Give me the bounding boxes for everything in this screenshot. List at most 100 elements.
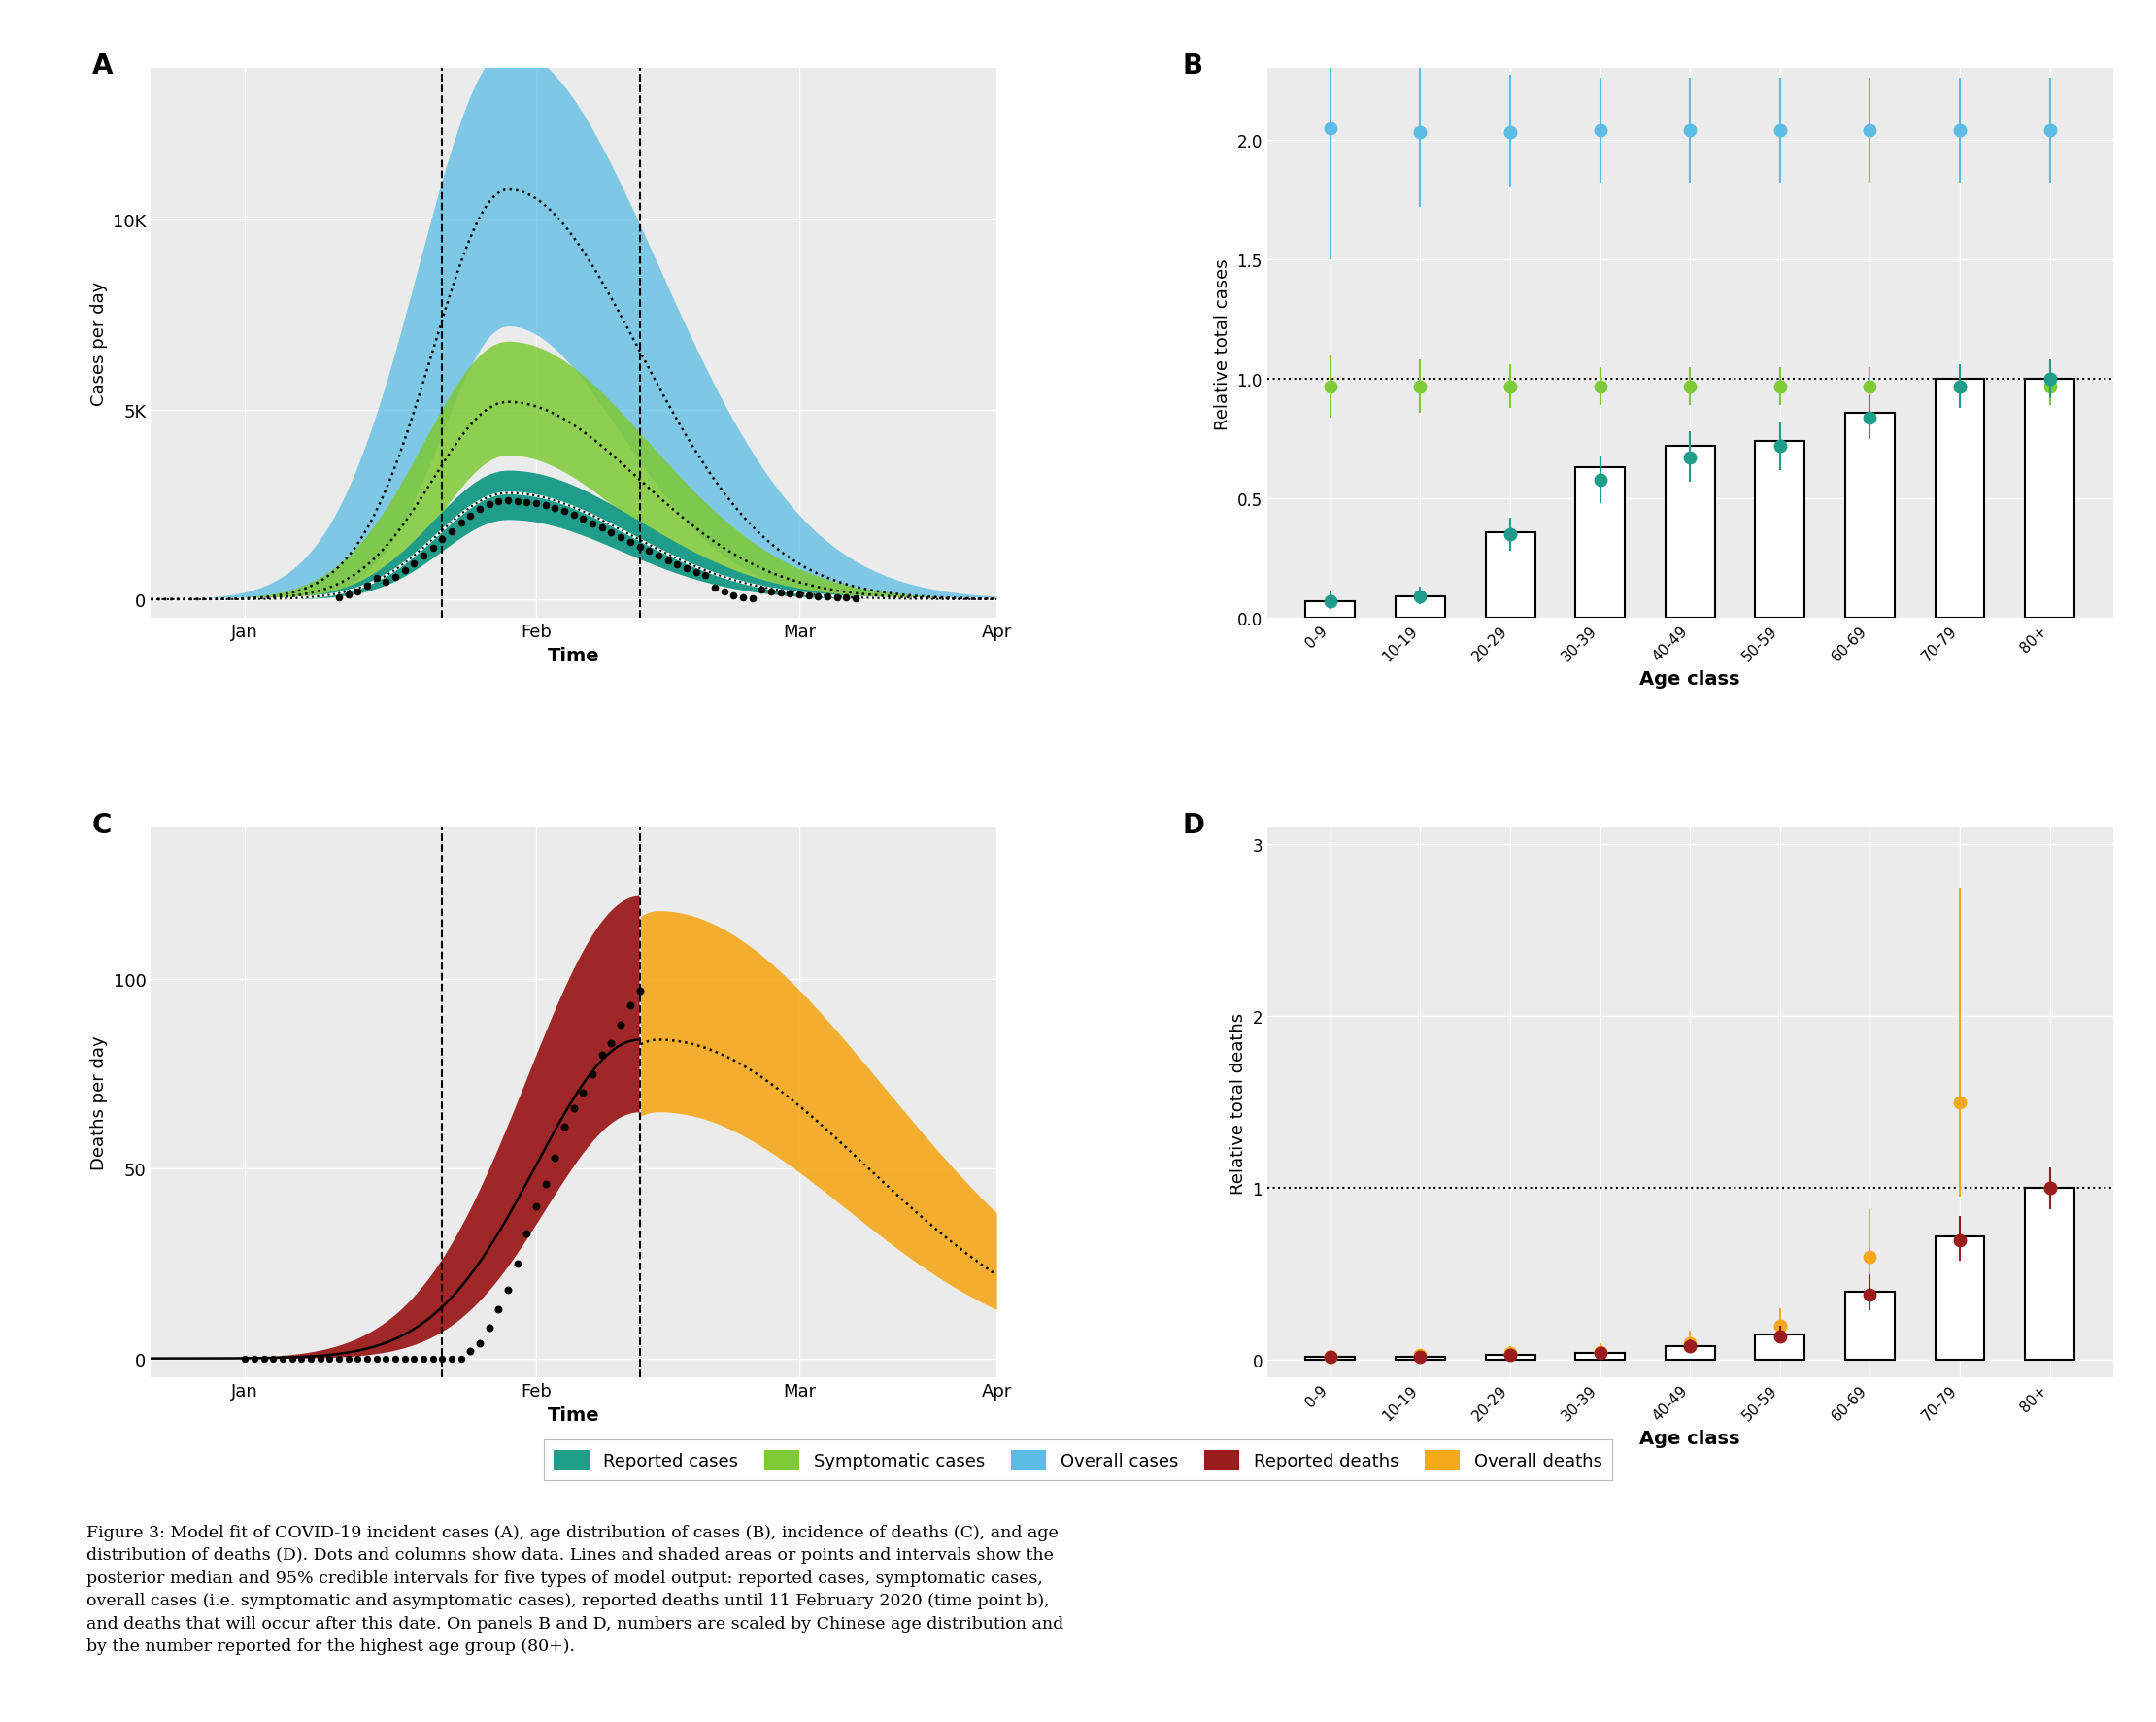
Point — [612, 529, 647, 556]
Point — [783, 582, 817, 610]
Text: B: B — [1184, 52, 1203, 79]
Point — [388, 558, 423, 585]
Point — [623, 976, 658, 1004]
Point — [537, 1143, 571, 1171]
Point — [688, 561, 722, 589]
Bar — [1755, 1335, 1805, 1360]
Point — [397, 551, 431, 579]
Point — [632, 537, 666, 565]
Text: Figure 3: Model fit of COVID-19 incident cases (A), age distribution of cases (B: Figure 3: Model fit of COVID-19 incident… — [86, 1524, 1063, 1655]
Point — [548, 498, 582, 525]
Point — [520, 1193, 554, 1221]
Point — [727, 584, 761, 611]
Point — [548, 1114, 582, 1142]
Point — [453, 503, 487, 530]
Bar — [1664, 446, 1714, 618]
Point — [425, 1345, 459, 1372]
Point — [800, 584, 834, 611]
Point — [416, 536, 451, 563]
Point — [565, 506, 599, 534]
Point — [302, 1345, 336, 1372]
Bar — [1936, 1236, 1984, 1360]
Point — [237, 1345, 272, 1372]
Point — [640, 542, 675, 570]
Point — [696, 575, 731, 603]
X-axis label: Time: Time — [548, 646, 599, 665]
Point — [377, 563, 412, 591]
Point — [623, 534, 658, 561]
Bar — [1395, 1357, 1445, 1360]
Point — [537, 494, 571, 522]
Point — [707, 579, 742, 606]
Point — [360, 565, 395, 592]
Bar — [1846, 1292, 1895, 1360]
Point — [433, 1345, 468, 1372]
Bar — [1755, 443, 1805, 618]
Point — [425, 527, 459, 554]
Point — [265, 1345, 300, 1372]
Point — [341, 579, 375, 606]
Point — [444, 1345, 479, 1372]
Point — [481, 1295, 515, 1322]
Bar — [1485, 532, 1535, 618]
Bar — [1576, 468, 1626, 618]
Point — [492, 487, 526, 515]
Point — [321, 584, 356, 611]
Point — [679, 558, 714, 585]
Point — [332, 1345, 367, 1372]
X-axis label: Age class: Age class — [1641, 670, 1740, 689]
Point — [377, 1345, 412, 1372]
Point — [763, 579, 798, 606]
Bar — [1664, 1347, 1714, 1360]
Point — [595, 1030, 630, 1057]
Text: A: A — [93, 52, 112, 79]
Point — [369, 568, 403, 596]
Point — [509, 489, 543, 517]
Point — [332, 582, 367, 610]
Point — [246, 1345, 280, 1372]
Point — [556, 1095, 591, 1123]
Point — [274, 1345, 308, 1372]
Point — [556, 501, 591, 529]
Point — [651, 548, 686, 575]
Point — [819, 584, 854, 611]
Point — [744, 577, 778, 604]
Bar — [1307, 1357, 1356, 1360]
Point — [735, 585, 770, 613]
Bar — [1307, 603, 1356, 618]
Point — [453, 1338, 487, 1366]
Point — [528, 1171, 563, 1199]
Legend: Reported cases, Symptomatic cases, Overall cases, Reported deaths, Overall death: Reported cases, Symptomatic cases, Overa… — [543, 1440, 1613, 1481]
Bar — [1485, 1355, 1535, 1360]
Point — [464, 1329, 498, 1357]
Point — [604, 523, 638, 551]
Point — [500, 1250, 535, 1278]
Point — [830, 584, 865, 611]
Point — [576, 510, 610, 537]
Point — [285, 1345, 319, 1372]
Point — [839, 585, 873, 613]
Point — [481, 489, 515, 517]
Point — [321, 1345, 356, 1372]
Point — [660, 551, 694, 579]
Point — [791, 582, 826, 610]
Point — [755, 579, 789, 606]
Y-axis label: Deaths per day: Deaths per day — [91, 1035, 108, 1169]
Point — [595, 518, 630, 546]
Point — [369, 1345, 403, 1372]
Point — [604, 1011, 638, 1038]
Point — [520, 491, 554, 518]
Point — [584, 515, 619, 542]
Point — [509, 1219, 543, 1247]
Point — [668, 554, 703, 582]
Bar — [2024, 379, 2074, 618]
Bar — [2024, 1188, 2074, 1360]
Point — [349, 1345, 384, 1372]
Point — [257, 1345, 291, 1372]
Text: D: D — [1184, 811, 1205, 839]
Point — [811, 584, 845, 611]
Point — [360, 1345, 395, 1372]
Point — [528, 492, 563, 520]
Y-axis label: Relative total cases: Relative total cases — [1214, 258, 1231, 429]
Point — [584, 1042, 619, 1069]
